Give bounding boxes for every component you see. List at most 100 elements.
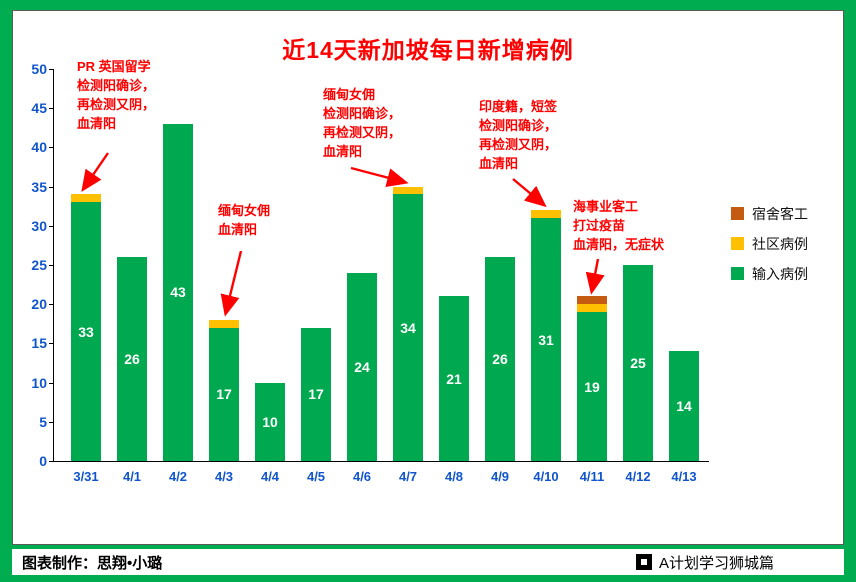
legend-swatch-icon bbox=[731, 267, 744, 280]
bar-segment-输入病例 bbox=[301, 327, 331, 461]
bar-value-label: 26 bbox=[492, 351, 508, 368]
bar-segment-输入病例 bbox=[623, 265, 653, 461]
bar-value-label: 33 bbox=[78, 323, 94, 340]
annotation-line: 打过疫苗 bbox=[573, 218, 626, 233]
bar-value-label: 14 bbox=[676, 398, 692, 415]
annotation-callout: 缅甸女佣 血清阳 bbox=[218, 201, 270, 239]
bar-segment-输入病例 bbox=[209, 327, 239, 461]
bar-value-label: 43 bbox=[170, 284, 186, 301]
y-axis-label: 10 bbox=[31, 374, 47, 391]
legend-item: 宿舍客工 bbox=[731, 205, 808, 222]
bar-value-label: 21 bbox=[446, 370, 462, 387]
y-axis-label: 45 bbox=[31, 100, 47, 117]
bar-value-label: 34 bbox=[400, 319, 416, 336]
annotation-line: PR 英国留学 bbox=[77, 59, 151, 74]
y-axis-label: 40 bbox=[31, 139, 47, 156]
annotation-line: 血清阳 bbox=[479, 156, 519, 171]
x-axis-label: 4/9 bbox=[490, 469, 510, 484]
y-axis-label: 0 bbox=[39, 453, 47, 469]
x-axis-label: 4/8 bbox=[444, 469, 464, 484]
annotation-callout: 缅甸女佣检测阳确诊， 再检测又阴， 血清阳 bbox=[323, 85, 401, 161]
annotation-callout: 印度籍，短签 检测阳确诊， 再检测又阴， 血清阳 bbox=[479, 97, 557, 173]
bar-segment-输入病例 bbox=[347, 272, 377, 461]
bar-segment-宿舍客工 bbox=[577, 296, 607, 305]
bar-segment-输入病例 bbox=[117, 257, 147, 461]
y-tick bbox=[49, 421, 53, 423]
annotation-line: 血清阳，无症状 bbox=[573, 237, 665, 252]
x-axis-label: 4/13 bbox=[671, 469, 697, 484]
y-axis-label: 25 bbox=[31, 257, 47, 273]
bar-segment-输入病例 bbox=[393, 194, 423, 461]
annotation-line: 印度籍，短签 bbox=[479, 99, 558, 114]
y-tick bbox=[49, 461, 53, 462]
annotation-line: 缅甸女佣 bbox=[218, 203, 271, 218]
annotation-line: 检测阳确诊， bbox=[323, 106, 402, 121]
bar-segment-输入病例 bbox=[577, 312, 607, 461]
bar-value-label: 24 bbox=[354, 358, 370, 375]
x-axis-label: 4/7 bbox=[398, 469, 418, 484]
brand: A计划学习狮城篇 bbox=[635, 552, 774, 573]
bar-segment-社区病例 bbox=[71, 194, 101, 203]
y-tick bbox=[49, 147, 53, 149]
legend-swatch-icon bbox=[731, 207, 744, 220]
y-axis-label: 15 bbox=[31, 335, 47, 352]
x-axis-label: 4/10 bbox=[533, 469, 559, 484]
bar-segment-社区病例 bbox=[209, 319, 239, 328]
bar-segment-社区病例 bbox=[393, 186, 423, 195]
x-axis-label: 4/1 bbox=[122, 469, 142, 484]
legend-item: 输入病例 bbox=[731, 265, 808, 282]
legend-label: 宿舍客工 bbox=[752, 205, 808, 222]
y-tick bbox=[49, 304, 53, 306]
y-axis-label: 30 bbox=[31, 217, 47, 234]
bar-segment-社区病例 bbox=[531, 210, 561, 218]
legend-item: 社区病例 bbox=[731, 235, 808, 252]
bar-segment-输入病例 bbox=[439, 296, 469, 461]
chart-title: 近14天新加坡每日新增病例 bbox=[282, 37, 574, 63]
x-axis-label: 3/31 bbox=[73, 469, 99, 484]
y-tick bbox=[49, 382, 53, 384]
annotation-line: 血清阳 bbox=[77, 116, 117, 131]
bar-value-label: 17 bbox=[308, 386, 324, 403]
x-axis-line bbox=[53, 461, 709, 462]
annotation-line: 再检测又阴， bbox=[323, 125, 402, 140]
x-axis-label: 4/3 bbox=[214, 469, 234, 484]
bar-segment-输入病例 bbox=[71, 202, 101, 461]
legend-swatch-icon bbox=[731, 237, 744, 250]
bar-value-label: 19 bbox=[584, 378, 600, 395]
annotation-line: 血清阳 bbox=[323, 144, 363, 159]
bar-segment-输入病例 bbox=[531, 218, 561, 461]
legend-label: 输入病例 bbox=[752, 265, 808, 282]
y-tick bbox=[49, 225, 53, 227]
annotation-line: 再检测又阴， bbox=[479, 137, 558, 152]
y-axis-label: 35 bbox=[31, 178, 47, 195]
bar-segment-输入病例 bbox=[485, 257, 515, 461]
x-axis-label: 4/12 bbox=[625, 469, 651, 484]
bar-segment-输入病例 bbox=[669, 351, 699, 461]
bar-value-label: 26 bbox=[124, 351, 140, 368]
y-axis-label: 20 bbox=[31, 296, 47, 313]
qr-code-icon bbox=[635, 554, 652, 570]
chart-legend: 宿舍客工社区病例输入病例 bbox=[731, 205, 808, 295]
annotation-line: 检测阳确诊， bbox=[77, 78, 156, 93]
brand-text: A计划学习狮城篇 bbox=[658, 554, 774, 572]
x-axis-label: 4/5 bbox=[306, 469, 326, 484]
y-tick bbox=[49, 343, 53, 345]
y-axis-label: 5 bbox=[39, 413, 47, 430]
annotation-line: 血清阳 bbox=[218, 222, 258, 237]
legend-label: 社区病例 bbox=[752, 235, 808, 252]
bar-value-label: 31 bbox=[538, 331, 554, 348]
y-tick bbox=[49, 265, 53, 266]
x-axis-label: 4/4 bbox=[260, 469, 280, 484]
y-tick bbox=[49, 69, 53, 70]
bar-segment-输入病例 bbox=[255, 382, 285, 461]
y-axis-line bbox=[53, 69, 54, 461]
footer-strip: 图表制作：思翔•小璐 A计划学习狮城篇 bbox=[12, 549, 844, 575]
y-tick bbox=[49, 108, 53, 110]
annotation-line: 海事业客工 bbox=[573, 199, 639, 214]
annotation-line: 缅甸女佣 bbox=[323, 87, 376, 102]
annotation-callout: 海事业客工打过疫苗血清阳，无症状 bbox=[573, 197, 664, 254]
y-axis-label: 50 bbox=[31, 61, 47, 77]
annotation-line: 再检测又阴， bbox=[77, 97, 156, 112]
annotation-line: 检测阳确诊， bbox=[479, 118, 558, 133]
